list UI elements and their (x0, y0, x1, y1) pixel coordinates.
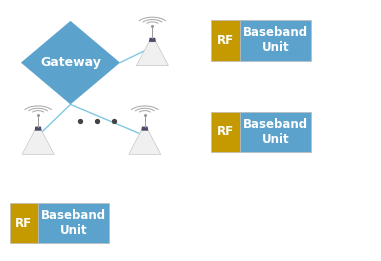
FancyBboxPatch shape (38, 203, 109, 243)
FancyBboxPatch shape (211, 20, 240, 61)
Text: Baseband
Unit: Baseband Unit (41, 209, 106, 237)
Polygon shape (136, 42, 168, 66)
Text: Baseband
Unit: Baseband Unit (243, 26, 308, 55)
FancyBboxPatch shape (240, 20, 311, 61)
FancyBboxPatch shape (10, 203, 38, 243)
Text: Baseband
Unit: Baseband Unit (243, 118, 308, 146)
Text: RF: RF (217, 125, 234, 138)
Polygon shape (141, 127, 148, 131)
FancyBboxPatch shape (240, 112, 311, 152)
Text: RF: RF (217, 34, 234, 47)
Polygon shape (149, 38, 156, 42)
Polygon shape (21, 21, 120, 104)
Text: Gateway: Gateway (40, 56, 101, 69)
FancyBboxPatch shape (211, 112, 240, 152)
Text: RF: RF (15, 217, 32, 230)
Polygon shape (22, 131, 54, 155)
Polygon shape (35, 127, 42, 131)
Polygon shape (129, 131, 161, 155)
